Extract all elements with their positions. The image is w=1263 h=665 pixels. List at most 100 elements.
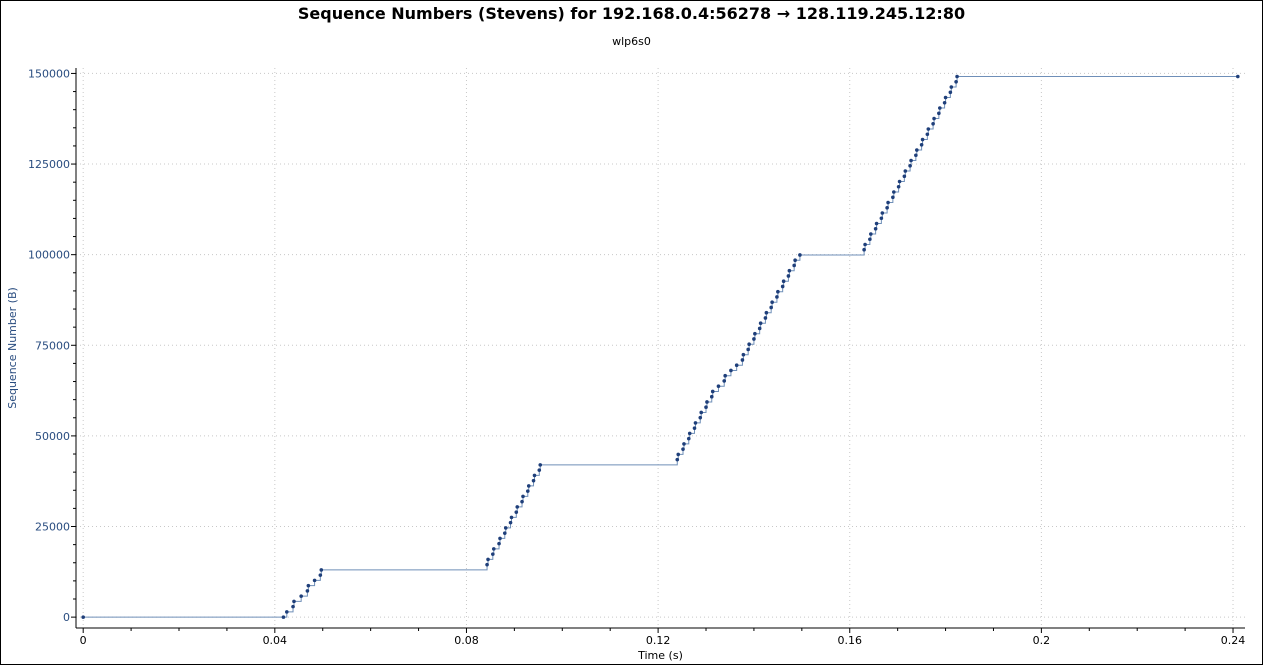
data-point-0-67: [787, 268, 792, 273]
data-point-0-101: [948, 90, 953, 95]
data-point-0-91: [919, 142, 924, 147]
data-point-0-72: [863, 242, 867, 247]
data-point-0-59: [764, 310, 769, 315]
data-point-0-26: [526, 484, 531, 488]
data-point-0-14: [491, 547, 496, 551]
data-point-0-34: [682, 442, 686, 446]
data-point-0-41: [704, 405, 708, 409]
data-point-0-104: [955, 74, 959, 79]
data-point-0-53: [747, 342, 751, 347]
data-point-0-69: [793, 258, 797, 263]
data-point-0-90: [915, 148, 919, 152]
data-point-0-92: [920, 137, 925, 142]
data-point-0-25: [525, 489, 530, 493]
data-point-0-7: [306, 583, 311, 588]
data-point-0-31: [675, 457, 680, 462]
x-tick-label-4: 0.16: [837, 634, 862, 647]
data-point-0-15: [497, 541, 501, 546]
data-point-0-70: [798, 253, 802, 257]
data-point-0-30: [538, 463, 543, 467]
data-point-0-64: [780, 284, 785, 289]
data-point-0-85: [902, 174, 907, 179]
data-point-0-62: [775, 295, 779, 299]
data-point-0-102: [949, 85, 954, 89]
data-point-0-1: [281, 615, 286, 619]
x-axis-label: Time (s): [637, 649, 683, 662]
data-point-0-65: [781, 279, 786, 284]
data-point-0-48: [729, 368, 733, 373]
y-tick-label-3: 75000: [35, 339, 70, 352]
data-point-0-49: [734, 363, 739, 368]
y-axis-label: Sequence Number (B): [6, 287, 19, 409]
data-point-0-3: [291, 604, 295, 609]
data-point-0-32: [676, 452, 681, 457]
data-point-0-17: [502, 531, 507, 535]
data-point-0-37: [692, 426, 697, 430]
series-step-line-0: [83, 76, 1238, 618]
data-point-0-81: [891, 195, 895, 200]
data-point-0-22: [515, 505, 520, 509]
y-tick-label-0: 0: [63, 611, 70, 624]
data-point-0-24: [521, 494, 525, 499]
data-point-0-105: [1236, 74, 1240, 79]
data-point-0-2: [285, 610, 289, 614]
data-point-0-87: [908, 163, 912, 168]
data-point-0-74: [869, 232, 873, 236]
data-point-0-4: [292, 599, 296, 604]
data-point-0-56: [757, 326, 762, 331]
data-point-0-38: [693, 421, 698, 425]
x-tick-label-6: 0.24: [1221, 634, 1246, 647]
y-tick-label-2: 50000: [35, 430, 70, 443]
chart-title: Sequence Numbers (Stevens) for 192.168.0…: [297, 4, 966, 23]
data-point-0-88: [909, 158, 913, 163]
data-point-0-11: [485, 562, 489, 567]
data-point-0-43: [709, 394, 714, 399]
data-point-0-58: [763, 316, 768, 320]
data-point-0-42: [705, 400, 709, 404]
data-point-0-86: [903, 169, 908, 173]
data-point-0-27: [531, 478, 536, 483]
data-point-0-18: [503, 526, 508, 530]
data-point-0-51: [741, 352, 746, 357]
data-point-0-45: [716, 384, 721, 388]
data-point-0-40: [699, 410, 704, 415]
data-point-0-84: [897, 179, 902, 184]
data-point-0-66: [786, 274, 791, 278]
x-tick-label-5: 0.2: [1033, 634, 1051, 647]
data-point-0-10: [319, 568, 324, 572]
data-point-0-71: [862, 247, 866, 252]
data-point-0-83: [896, 184, 901, 189]
data-point-0-20: [509, 515, 514, 520]
data-point-0-95: [931, 121, 935, 126]
data-point-0-55: [753, 331, 757, 336]
data-point-0-94: [926, 127, 931, 131]
data-point-0-12: [486, 557, 490, 562]
y-tick-label-6: 150000: [28, 67, 70, 80]
data-point-0-50: [740, 358, 745, 362]
data-point-0-89: [914, 153, 918, 158]
data-point-0-47: [723, 373, 727, 378]
data-point-0-61: [770, 300, 774, 305]
data-point-0-93: [925, 132, 930, 137]
data-point-0-44: [710, 389, 715, 394]
data-point-0-78: [880, 211, 885, 215]
data-point-0-77: [879, 216, 884, 221]
data-point-0-97: [937, 111, 941, 116]
data-point-0-16: [498, 536, 502, 541]
data-point-0-19: [508, 520, 513, 525]
data-point-0-63: [776, 289, 780, 294]
data-point-0-29: [537, 468, 542, 472]
y-tick-label-1: 25000: [35, 521, 70, 534]
data-point-0-5: [299, 594, 303, 598]
data-point-0-0: [81, 615, 85, 619]
chart-subtitle: wlp6s0: [612, 35, 651, 48]
x-tick-label-1: 0.04: [263, 634, 288, 647]
data-point-0-39: [698, 415, 703, 420]
data-point-0-23: [520, 499, 524, 504]
data-point-0-33: [681, 447, 685, 451]
data-point-0-9: [318, 573, 323, 577]
data-point-0-79: [885, 205, 889, 210]
data-point-0-75: [873, 226, 878, 231]
